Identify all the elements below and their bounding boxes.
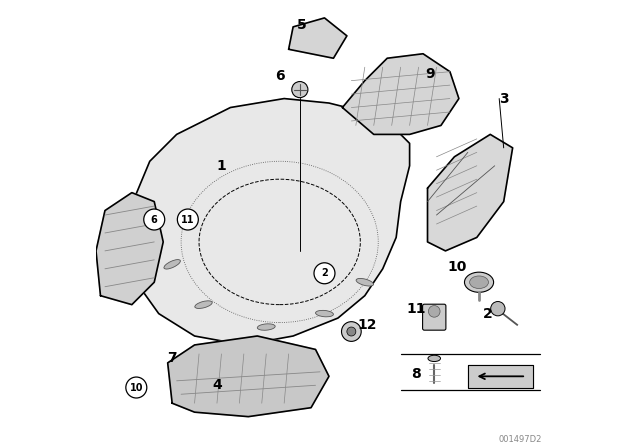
Ellipse shape (470, 276, 488, 289)
Text: 12: 12 (357, 318, 377, 332)
Polygon shape (123, 99, 410, 345)
Text: 1: 1 (216, 159, 227, 173)
Text: 11: 11 (181, 215, 195, 224)
FancyBboxPatch shape (422, 304, 446, 330)
Polygon shape (168, 336, 329, 417)
Polygon shape (428, 134, 513, 251)
Ellipse shape (257, 324, 275, 330)
Text: 6: 6 (151, 215, 157, 224)
Polygon shape (96, 193, 163, 305)
Ellipse shape (465, 272, 493, 293)
Ellipse shape (428, 355, 440, 362)
Circle shape (428, 306, 440, 317)
Circle shape (342, 322, 361, 341)
Polygon shape (342, 54, 459, 134)
Polygon shape (289, 18, 347, 58)
Text: 8: 8 (412, 367, 421, 381)
Text: 10: 10 (447, 259, 467, 274)
Circle shape (126, 377, 147, 398)
Circle shape (177, 209, 198, 230)
Text: 001497D2: 001497D2 (499, 435, 541, 444)
Ellipse shape (356, 278, 374, 286)
Circle shape (491, 302, 505, 316)
Ellipse shape (195, 301, 212, 309)
Text: 2: 2 (321, 268, 328, 278)
Polygon shape (468, 365, 533, 388)
Text: 5: 5 (297, 17, 307, 32)
Circle shape (292, 82, 308, 98)
Text: 7: 7 (167, 351, 177, 366)
Circle shape (347, 327, 356, 336)
Text: 11: 11 (406, 302, 426, 316)
Text: 10: 10 (129, 383, 143, 392)
Ellipse shape (316, 310, 333, 317)
Circle shape (144, 209, 164, 230)
Text: 3: 3 (499, 91, 509, 106)
Ellipse shape (164, 259, 180, 269)
Circle shape (314, 263, 335, 284)
Text: 4: 4 (212, 378, 222, 392)
Text: 6: 6 (275, 69, 285, 83)
Text: 9: 9 (425, 67, 435, 81)
Text: 2: 2 (483, 306, 493, 321)
